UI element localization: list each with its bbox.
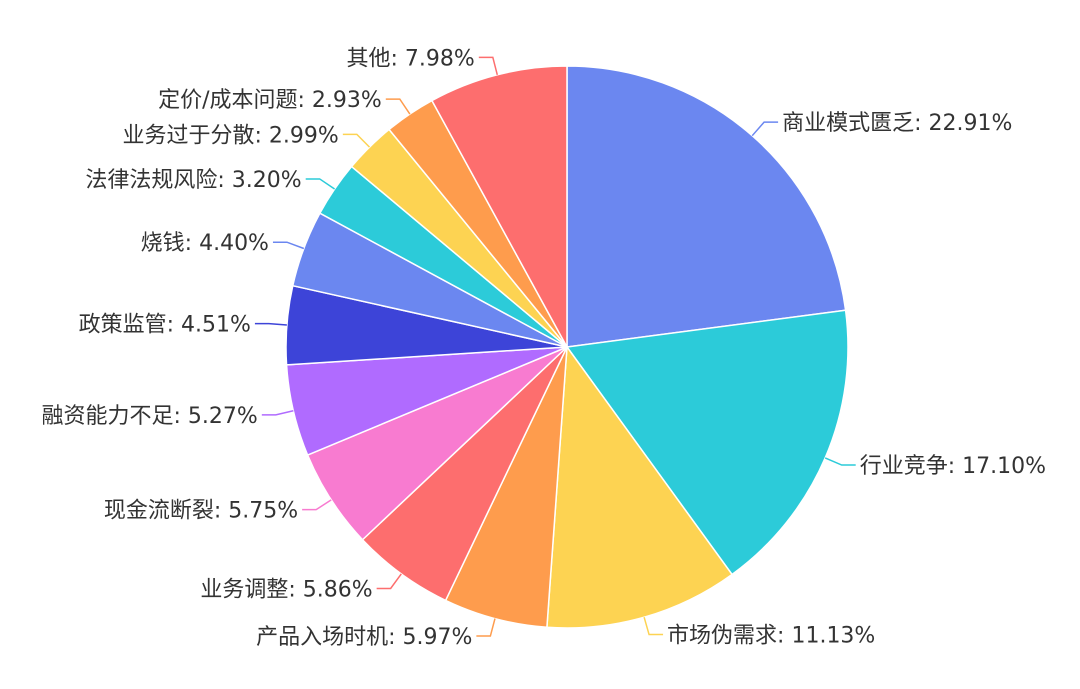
leader-line — [376, 573, 402, 590]
slice-label: 烧钱: 4.40% — [141, 231, 269, 256]
leader-line — [342, 133, 371, 148]
leader-line — [272, 241, 305, 250]
pie-slice — [430, 65, 568, 348]
pie-slice — [546, 344, 734, 629]
slice-label: 商业模式匮乏: 22.91% — [782, 111, 1012, 136]
slice-label: 其他: 7.98% — [347, 46, 475, 71]
leader-line — [305, 178, 336, 190]
leader-line — [478, 56, 499, 75]
slice-label: 定价/成本问题: 2.93% — [158, 88, 382, 113]
leader-line — [385, 98, 411, 115]
leader-line — [476, 618, 496, 637]
slice-label: 政策监管: 4.51% — [79, 313, 251, 338]
leader-line — [643, 617, 664, 636]
leader-line — [824, 457, 856, 466]
leader-line — [302, 499, 332, 511]
leader-line — [751, 121, 779, 137]
pie-slices — [285, 65, 849, 629]
slice-label: 业务调整: 5.86% — [200, 577, 372, 602]
pie-slice — [565, 309, 849, 576]
slice-label: 融资能力不足: 5.27% — [42, 404, 258, 429]
slice-label: 现金流断裂: 5.75% — [104, 499, 298, 524]
pie-slice — [566, 65, 847, 348]
leader-lines — [254, 56, 856, 637]
slice-label: 市场伪需求: 11.13% — [667, 624, 875, 649]
slice-label: 行业竞争: 17.10% — [860, 454, 1046, 479]
slice-labels: 商业模式匮乏: 22.91% 行业竞争: 17.10% 市场伪需求: 11.13% 产… — [42, 46, 1046, 650]
leader-line — [261, 410, 294, 416]
leader-line — [254, 322, 287, 326]
slice-label: 业务过于分散: 2.99% — [123, 123, 339, 148]
slice-label: 法律法规风险: 3.20% — [85, 168, 301, 193]
slice-label: 产品入场时机: 5.97% — [256, 625, 472, 650]
